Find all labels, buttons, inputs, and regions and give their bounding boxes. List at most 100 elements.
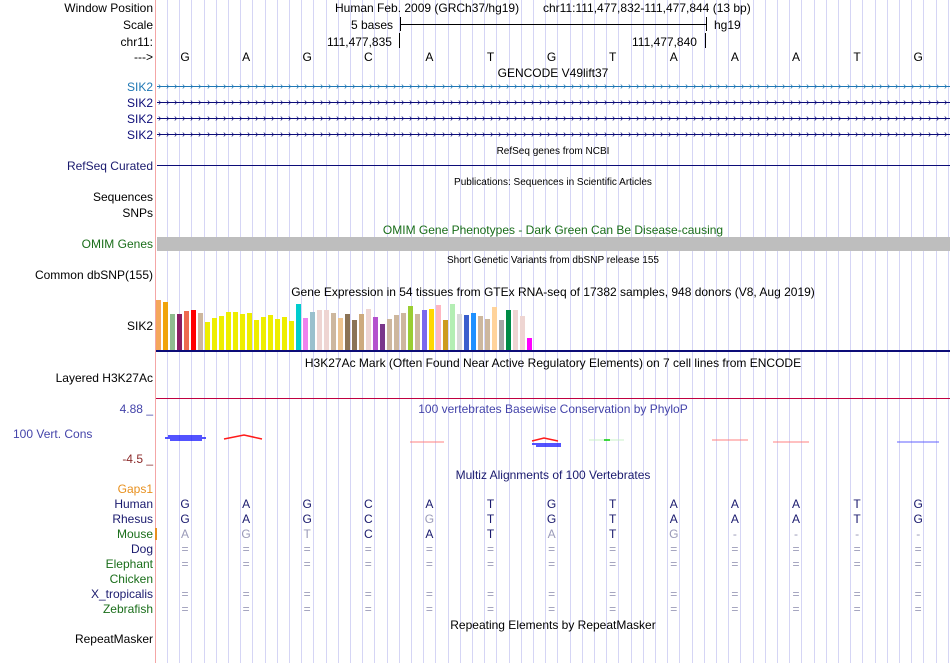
gtex-tissue-bar[interactable] [485,319,490,350]
gtex-tissue-bar[interactable] [478,316,483,350]
gtex-tissue-bar[interactable] [513,310,518,350]
strand-arrow-icon: › [198,97,202,108]
gencode-gene-line[interactable] [157,102,950,103]
omim-gene-bar[interactable] [157,237,950,251]
gtex-tissue-bar[interactable] [436,305,441,350]
gtex-tissue-bar[interactable] [422,310,427,350]
gencode-item-label[interactable]: SIK2 [126,128,153,142]
gtex-tissue-bar[interactable] [380,324,385,350]
gencode-item-label[interactable]: SIK2 [126,80,153,94]
gtex-tissue-bar[interactable] [240,314,245,350]
multiz-species-label[interactable]: Rhesus [112,512,153,526]
phylop-wiggle[interactable] [156,430,950,450]
multiz-species-label[interactable]: X_tropicalis [90,587,153,601]
gtex-tissue-bar[interactable] [212,318,217,350]
gtex-tissue-bar[interactable] [219,316,224,350]
gtex-tissue-bar[interactable] [191,310,196,350]
refseq-gene-line[interactable] [157,165,950,166]
gtex-tissue-bar[interactable] [324,310,329,350]
gtex-tissue-bar[interactable] [359,314,364,350]
multiz-species-label[interactable]: Dog [130,542,153,556]
h3k27ac-label[interactable]: Layered H3K27Ac [55,371,153,385]
gtex-tissue-bar[interactable] [520,316,525,350]
multiz-species-label[interactable]: Zebrafish [102,602,153,616]
gtex-tissue-bar[interactable] [429,309,434,350]
gtex-tissue-bar[interactable] [443,320,448,350]
gtex-tissue-bar[interactable] [499,320,504,350]
gtex-label[interactable]: SIK2 [126,319,153,333]
gtex-tissue-bar[interactable] [338,318,343,350]
multiz-species-label[interactable]: Human [114,497,153,511]
gtex-tissue-bar[interactable] [226,312,231,350]
strand-arrow-icon: › [725,113,729,124]
gtex-tissue-bar[interactable] [394,315,399,350]
strand-arrow-icon: › [514,81,518,92]
gtex-tissue-bar[interactable] [366,309,371,350]
gtex-tissue-bar[interactable] [352,320,357,350]
gtex-tissue-bar[interactable] [408,306,413,350]
strand-arrow-icon: › [620,113,624,124]
gtex-tissue-bar[interactable] [345,314,350,350]
gtex-tissue-bar[interactable] [415,314,420,350]
dbsnp-label[interactable]: Common dbSNP(155) [34,268,153,282]
scale-db: hg19 [714,18,741,32]
gtex-tissue-bar[interactable] [464,315,469,350]
strand-arrow-icon: › [757,97,761,108]
publications-label-2[interactable]: SNPs [122,206,153,220]
strand-arrow-icon: › [855,129,859,140]
gencode-item-label[interactable]: SIK2 [126,112,153,126]
gtex-tissue-bar[interactable] [457,314,462,350]
gtex-tissue-bar[interactable] [317,310,322,350]
gtex-tissue-bar[interactable] [233,312,238,350]
gtex-tissue-bar[interactable] [163,302,168,350]
gtex-tissue-bar[interactable] [289,321,294,350]
gtex-tissue-bar[interactable] [450,304,455,350]
gtex-tissue-bar[interactable] [527,338,532,350]
grid-line [594,0,595,663]
strand-arrow-icon: › [231,129,235,140]
phylop-label[interactable]: 100 Vert. Cons [13,427,93,441]
refseq-label[interactable]: RefSeq Curated [66,159,153,173]
multiz-species-label[interactable]: Elephant [105,557,153,571]
gtex-tissue-bar[interactable] [205,322,210,350]
gtex-tissue-bar[interactable] [156,300,161,350]
strand-arrow-icon: › [612,97,616,108]
repeatmasker-label[interactable]: RepeatMasker [74,632,153,646]
gtex-tissue-bar[interactable] [471,313,476,350]
gtex-tissue-bar[interactable] [492,307,497,350]
strand-label: ---> [134,50,153,64]
gtex-tissue-bar[interactable] [198,313,203,350]
strand-arrow-icon: › [903,113,907,124]
gtex-tissue-bar[interactable] [170,314,175,350]
gtex-tissue-bar[interactable] [296,304,301,350]
alignment-base: = [853,557,861,571]
publications-label-1[interactable]: Sequences [92,190,153,204]
gtex-tissue-bar[interactable] [310,312,315,350]
position-text[interactable]: chr11:111,477,832-111,477,844 (13 bp) [543,1,751,15]
gtex-tissue-bar[interactable] [401,313,406,350]
strand-arrow-icon: › [903,129,907,140]
gtex-tissue-bar[interactable] [261,317,266,350]
gtex-tissue-bar[interactable] [177,314,182,350]
gtex-tissue-bar[interactable] [247,313,252,350]
gtex-tissue-bar[interactable] [331,313,336,350]
gtex-tissue-bar[interactable] [254,320,259,350]
gencode-item-label[interactable]: SIK2 [126,96,153,110]
gtex-tissue-bar[interactable] [387,319,392,350]
gtex-tissue-bar[interactable] [506,310,511,350]
gtex-tissue-bar[interactable] [303,318,308,350]
gencode-gene-line[interactable] [157,134,950,135]
multiz-species-label[interactable]: Mouse [116,527,153,541]
omim-label[interactable]: OMIM Genes [81,237,153,251]
gtex-tissue-bar[interactable] [184,311,189,350]
gtex-tissue-bar[interactable] [373,317,378,350]
gtex-tissue-bar[interactable] [268,315,273,350]
gencode-gene-line[interactable] [157,118,950,119]
multiz-species-label[interactable]: Chicken [109,572,153,586]
gtex-tissue-bar[interactable] [275,319,280,350]
strand-arrow-icon: › [442,81,446,92]
gencode-gene-line[interactable] [157,86,950,87]
grid-line [740,0,741,663]
gtex-tissue-bar[interactable] [282,317,287,350]
grid-line [618,0,619,663]
